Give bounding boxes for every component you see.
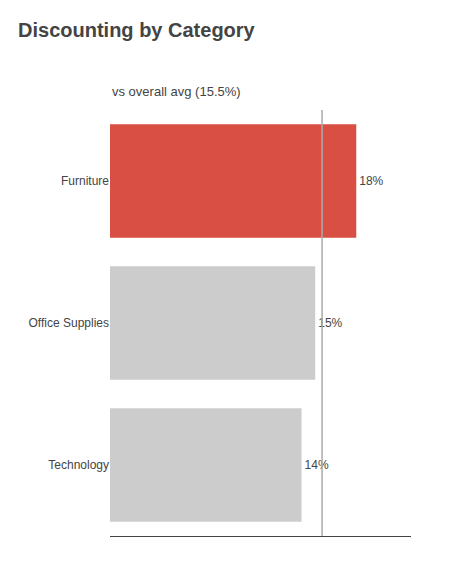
svg-text:15%: 15% (318, 316, 342, 330)
svg-text:Technology: Technology (48, 458, 109, 472)
svg-text:14%: 14% (305, 458, 329, 472)
svg-text:Discounting by Category: Discounting by Category (18, 19, 256, 41)
svg-text:Office Supplies: Office Supplies (29, 316, 110, 330)
svg-text:vs overall avg (15.5%): vs overall avg (15.5%) (112, 84, 241, 99)
svg-text:18%: 18% (359, 174, 383, 188)
svg-text:Furniture: Furniture (61, 174, 109, 188)
